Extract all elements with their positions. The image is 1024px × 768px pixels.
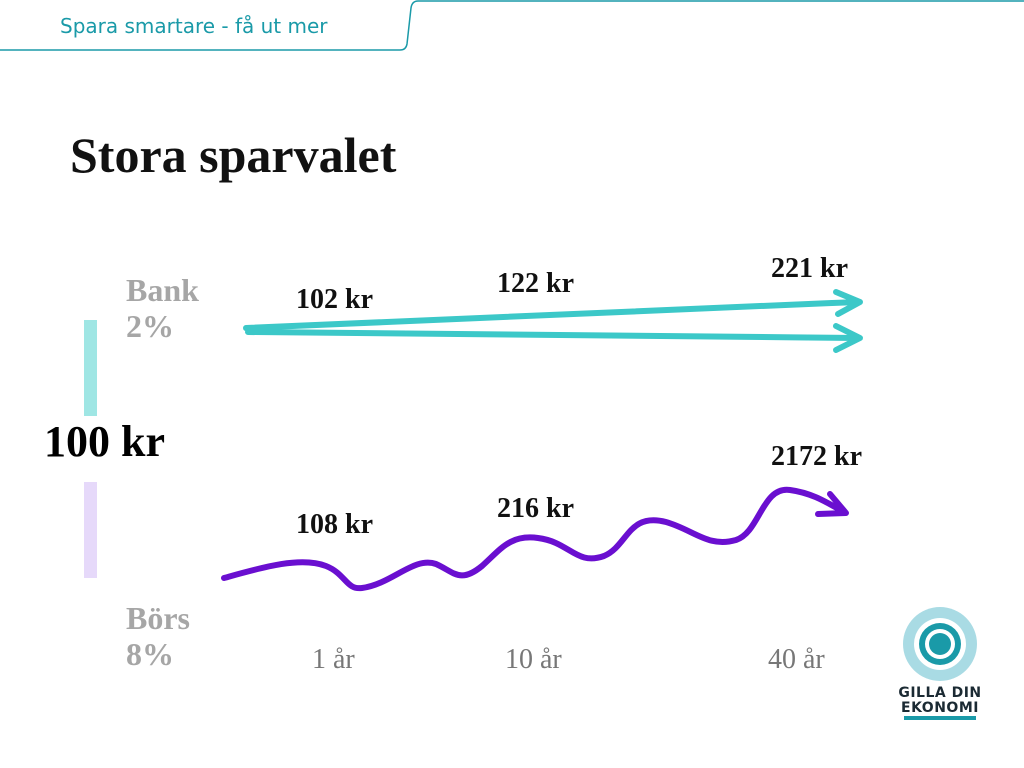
bank-arrow-lower-head <box>833 323 863 353</box>
bors-label: Börs 8% <box>126 600 190 672</box>
bors-value-1: 108 kr <box>296 509 373 540</box>
logo-text-line1: GILLA DIN <box>898 685 982 701</box>
bors-value-40: 2172 kr <box>771 441 862 472</box>
bors-label-rate: 8% <box>126 636 174 672</box>
bank-arrow-lower <box>245 329 861 341</box>
time-label-10: 10 år <box>505 644 562 675</box>
bors-bar <box>84 482 97 578</box>
bank-label-rate: 2% <box>126 308 174 344</box>
time-label-40: 40 år <box>768 644 825 675</box>
gilla-din-ekonomi-logo: GILLA DIN EKONOMI <box>898 604 982 724</box>
bors-label-name: Börs <box>126 600 190 636</box>
header-title: Spara smartare - få ut mer <box>60 14 328 38</box>
page-title: Stora sparvalet <box>70 127 397 183</box>
bank-bar <box>84 320 97 416</box>
target-circle-icon <box>903 607 977 681</box>
bors-arrow <box>221 486 847 592</box>
start-amount: 100 kr <box>44 417 165 466</box>
bors-arrow-head <box>815 491 849 517</box>
bank-arrow-upper-head <box>833 289 863 317</box>
bank-label: Bank 2% <box>126 272 199 344</box>
bank-label-name: Bank <box>126 272 199 308</box>
bank-arrow-upper <box>243 299 861 331</box>
bank-value-1: 102 kr <box>296 284 373 315</box>
bors-value-10: 216 kr <box>497 493 574 524</box>
bank-value-10: 122 kr <box>497 268 574 299</box>
time-label-1: 1 år <box>312 644 355 675</box>
header-bar <box>0 0 1024 51</box>
logo-underline <box>904 716 976 720</box>
bank-value-40: 221 kr <box>771 253 848 284</box>
logo-text-line2: EKONOMI <box>901 700 979 716</box>
